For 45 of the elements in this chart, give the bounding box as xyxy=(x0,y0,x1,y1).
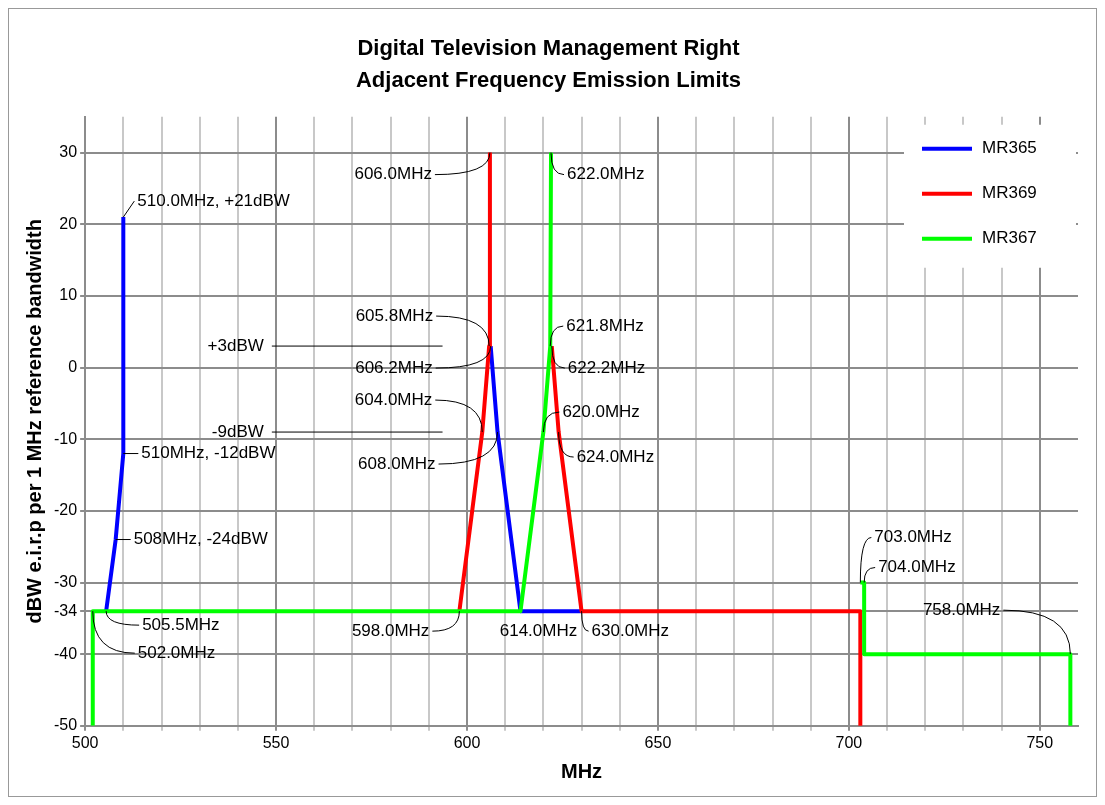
annotation: 598.0MHz xyxy=(351,620,430,640)
annotation: 622.2MHz xyxy=(567,357,646,377)
y-tick-label: -30 xyxy=(54,572,78,590)
annotation: 620.0MHz xyxy=(562,401,640,421)
y-tick-label: -40 xyxy=(54,644,78,662)
annotation: 510.0MHz, +21dBW xyxy=(137,190,290,210)
x-tick-label: 750 xyxy=(1026,733,1054,751)
annotation: 608.0MHz xyxy=(358,453,436,473)
x-tick-label: 700 xyxy=(835,733,863,751)
y-tick-label: 30 xyxy=(59,143,78,161)
annotation: 606.2MHz xyxy=(355,357,433,377)
annotation: 622.0MHz xyxy=(567,164,645,184)
annotation: 604.0MHz xyxy=(354,389,433,409)
y-axis-title: dBW e.i.r.p per 1 MHz reference bandwidth xyxy=(22,219,45,624)
annotation: 614.0MHz xyxy=(499,620,578,640)
annotation: 624.0MHz xyxy=(576,446,655,466)
y-tick-label: 0 xyxy=(68,357,78,375)
annotation: 510MHz, -12dBW xyxy=(141,443,276,463)
x-tick-label: 500 xyxy=(71,733,99,751)
x-tick-label: 600 xyxy=(453,733,481,751)
ref-line-label: -9dBW xyxy=(211,421,264,441)
annotation: 758.0MHz xyxy=(922,599,1001,619)
legend-label: MR369 xyxy=(982,183,1037,203)
annotation: 505.5MHz xyxy=(142,614,220,634)
y-tick-label: 20 xyxy=(59,214,78,232)
y-tick-label: -10 xyxy=(54,429,78,447)
y-tick-label: -20 xyxy=(54,501,78,519)
annotation: 703.0MHz xyxy=(874,527,952,547)
y-tick-label: 10 xyxy=(59,286,78,304)
annotation: 502.0MHz xyxy=(137,642,216,662)
y-tick-label: -34 xyxy=(54,601,78,619)
x-axis-title: MHz xyxy=(561,759,603,782)
x-tick-label: 550 xyxy=(262,733,290,751)
annotation: 630.0MHz xyxy=(591,620,670,640)
chart-title: Digital Television Management Right Adjacent Frequency Emission Limits xyxy=(355,35,742,92)
annotation: 605.8MHz xyxy=(355,305,434,325)
annotation: 508MHz, -24dBW xyxy=(133,529,268,549)
x-tick-label: 650 xyxy=(644,733,672,751)
ref-line-label: +3dBW xyxy=(207,335,264,355)
legend-label: MR367 xyxy=(982,228,1037,248)
annotation: 621.8MHz xyxy=(566,315,644,335)
annotation: 704.0MHz xyxy=(878,557,956,577)
annotation: 606.0MHz xyxy=(354,164,432,184)
legend-label: MR365 xyxy=(982,138,1037,158)
y-tick-label: -50 xyxy=(54,716,78,734)
